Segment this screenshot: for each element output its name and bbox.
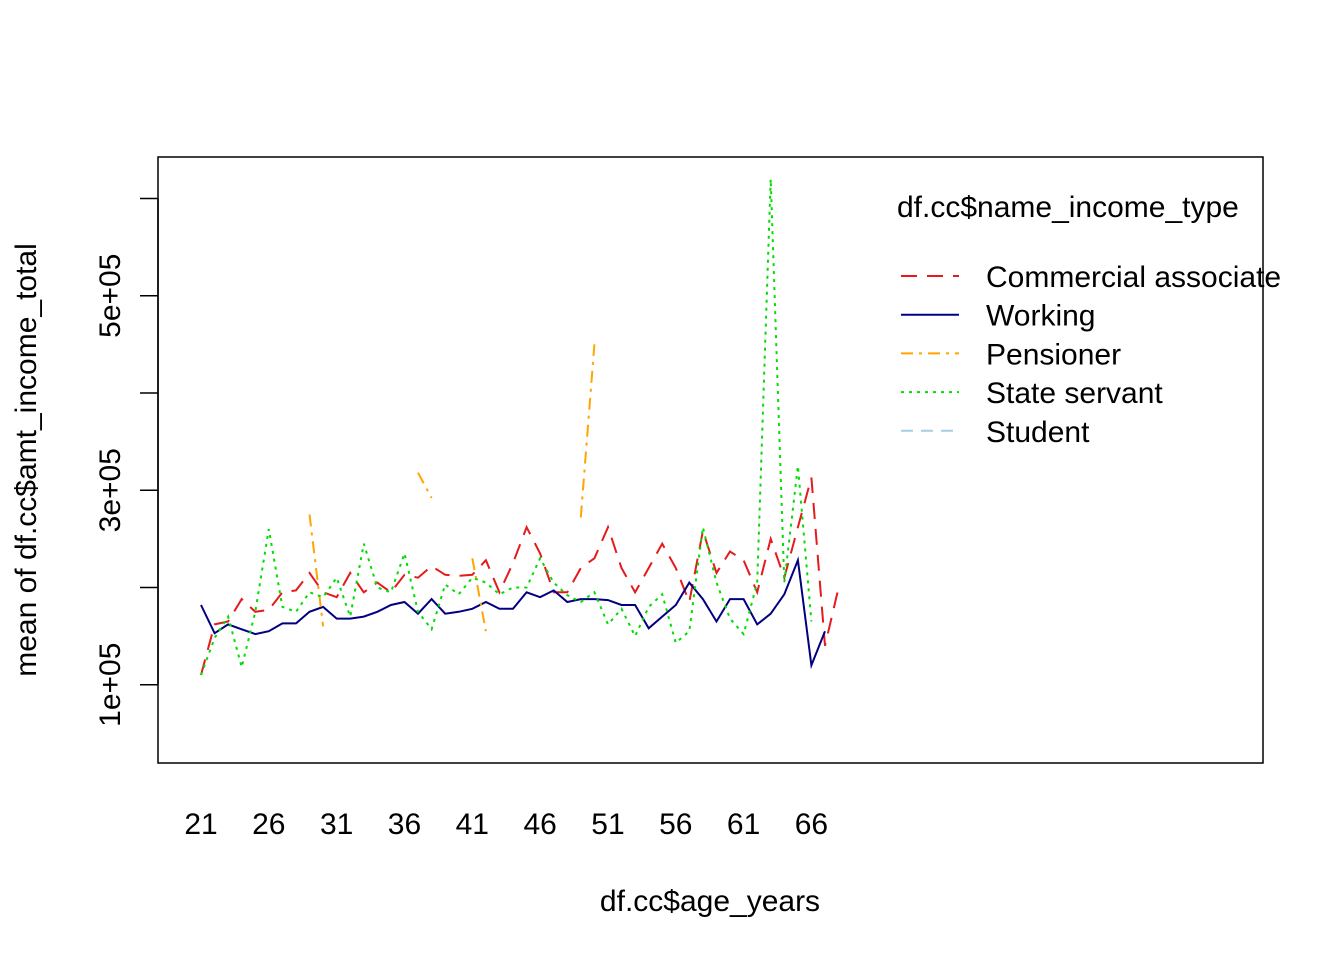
series-pensioner bbox=[308, 344, 596, 632]
x-tick-label: 56 bbox=[659, 808, 692, 841]
x-tick-label: 36 bbox=[388, 808, 421, 841]
x-axis-title: df.cc$age_years bbox=[600, 885, 820, 918]
series-line bbox=[417, 472, 433, 499]
series-working bbox=[200, 556, 826, 670]
x-tick-label: 31 bbox=[320, 808, 353, 841]
legend-label: Working bbox=[986, 300, 1095, 333]
series-state-servant bbox=[200, 178, 813, 676]
series-commercial-associate bbox=[200, 477, 840, 676]
series-line bbox=[579, 344, 596, 518]
y-tick-label: 5e+05 bbox=[94, 254, 127, 338]
legend-item: Pensioner bbox=[901, 338, 1121, 371]
y-axis: 1e+05 3e+05 5e+05 bbox=[94, 197, 159, 727]
x-tick-label: 61 bbox=[727, 808, 760, 841]
x-tick-label: 46 bbox=[523, 808, 556, 841]
legend-item: Working bbox=[901, 300, 1095, 333]
x-tick-label: 66 bbox=[795, 808, 828, 841]
legend-label: Pensioner bbox=[986, 338, 1121, 371]
x-tick-label: 51 bbox=[591, 808, 624, 841]
legend-item: Commercial associate bbox=[901, 261, 1281, 294]
series-line bbox=[200, 178, 813, 676]
series-line bbox=[200, 477, 840, 676]
y-axis-title: mean of df.cc$amt_income_total bbox=[10, 243, 43, 677]
series-layer bbox=[200, 178, 840, 676]
legend: df.cc$name_income_type Commercial associ… bbox=[897, 191, 1281, 449]
series-line bbox=[471, 558, 487, 632]
y-tick-label: 3e+05 bbox=[94, 448, 127, 532]
series-line bbox=[200, 556, 826, 670]
legend-item: Student bbox=[901, 416, 1090, 449]
legend-label: Commercial associate bbox=[986, 261, 1281, 294]
x-axis: 21 26 31 36 41 46 51 56 61 66 bbox=[184, 808, 828, 841]
legend-label: Student bbox=[986, 416, 1090, 449]
y-tick-label: 1e+05 bbox=[94, 643, 127, 727]
plot-frame bbox=[157, 156, 1264, 764]
legend-item: State servant bbox=[901, 377, 1163, 410]
x-tick-label: 41 bbox=[456, 808, 489, 841]
x-tick-label: 21 bbox=[184, 808, 217, 841]
x-tick-label: 26 bbox=[252, 808, 285, 841]
series-line bbox=[308, 514, 325, 627]
legend-title: df.cc$name_income_type bbox=[897, 191, 1239, 224]
legend-label: State servant bbox=[986, 377, 1163, 410]
